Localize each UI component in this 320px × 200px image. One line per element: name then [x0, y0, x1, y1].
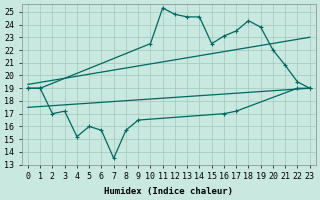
X-axis label: Humidex (Indice chaleur): Humidex (Indice chaleur) — [104, 187, 233, 196]
